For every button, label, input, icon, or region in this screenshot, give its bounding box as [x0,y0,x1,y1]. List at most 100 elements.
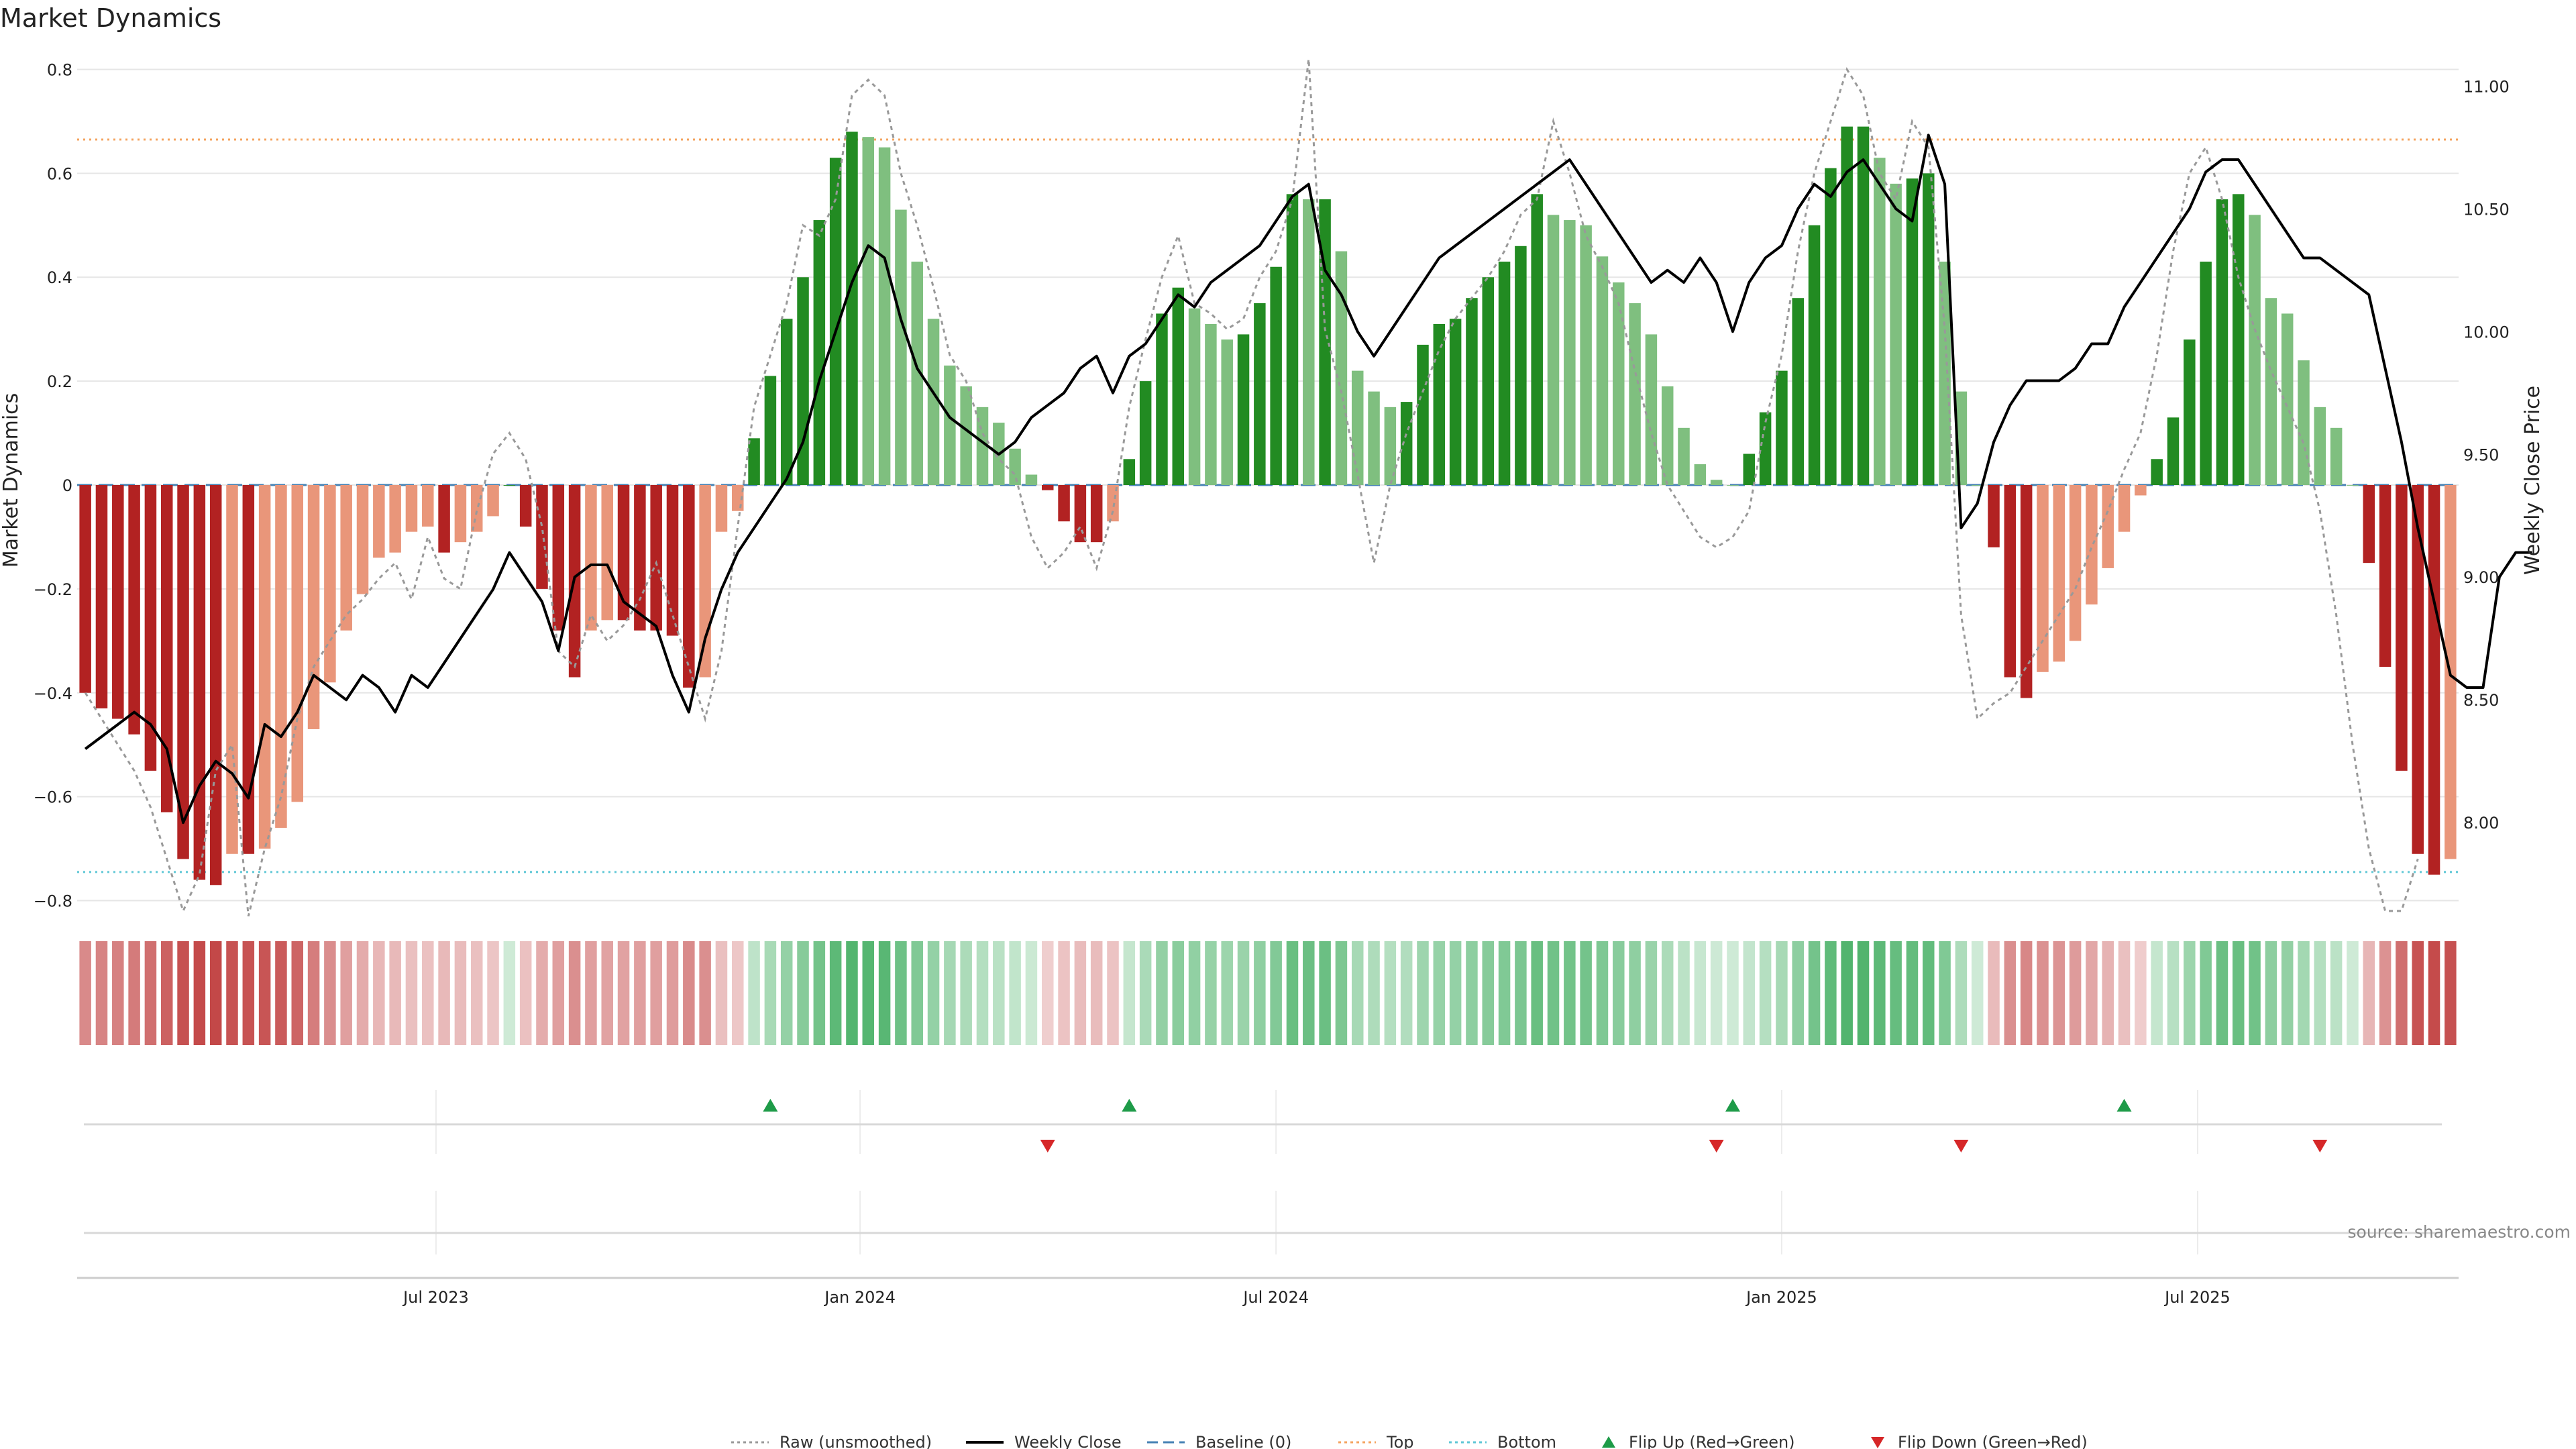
x-tick-label: Jul 2023 [402,1288,469,1307]
dynamics-bar [2086,485,2098,605]
heat-cell [829,941,842,1045]
dynamics-bar [1041,485,1054,490]
reference-lines [77,138,2459,873]
heat-cell [2167,941,2180,1045]
dynamics-bar [1139,381,1152,485]
raw-line [84,58,2419,917]
y-tick-label: 0 [62,476,72,495]
heat-cell [1580,941,1592,1045]
heat-cell [389,941,401,1045]
heat-cell [128,941,140,1045]
dynamics-bar [1743,453,1756,485]
dynamics-bar [960,386,972,485]
heat-cell [226,941,238,1045]
dynamics-bar [617,485,630,621]
heat-cell [1564,941,1576,1045]
heat-cell [1874,941,1886,1045]
dynamics-bar [324,485,336,683]
flip-up-marker [1725,1099,1740,1112]
dynamics-bar [1074,485,1087,543]
heat-cell [1808,941,1821,1045]
heat-cell [1090,941,1103,1045]
legend-label: Baseline (0) [1195,1433,1291,1449]
dynamics-bar [1808,225,1821,485]
dynamics-bar [2379,485,2392,667]
heat-cell [2232,941,2245,1045]
dynamics-bar [160,485,173,812]
flip-down-marker [2312,1140,2328,1152]
heat-cell [634,941,646,1045]
heat-cell [1449,941,1462,1045]
dynamics-bar [699,485,711,678]
heat-cell [275,941,287,1045]
dynamics-bar [878,147,891,485]
dynamics-bar [1319,199,1331,485]
heat-cell [1825,941,1837,1045]
heat-cell [1319,941,1331,1045]
heat-cell [748,941,760,1045]
heat-cell [1303,941,1315,1045]
dynamics-bar [1090,485,1103,543]
dynamics-bar [144,485,157,771]
heat-cell [1107,941,1119,1045]
heat-cell [1661,941,1674,1045]
series-lines [84,58,2532,917]
heat-cell [2151,941,2163,1045]
weekly-close-line [84,133,2532,824]
heat-cell [1123,941,1136,1045]
heat-cell [2004,941,2017,1045]
heat-cell [1776,941,1788,1045]
heat-cell [258,941,271,1045]
heat-cell [373,941,385,1045]
heat-cell [1906,941,1919,1045]
heat-cell [1792,941,1804,1045]
heat-cell [177,941,189,1045]
dynamics-bar [895,209,907,485]
dynamics-bar [1351,370,1364,485]
heat-cell [1205,941,1217,1045]
dynamics-bar [242,485,255,854]
dynamics-bar [1939,262,1951,485]
heat-cell [927,941,940,1045]
dynamics-bar [1417,344,1429,485]
heat-cell [1955,941,1968,1045]
heat-cell [552,941,565,1045]
heat-cell [2265,941,2277,1045]
dynamics-bar [2396,485,2408,771]
dynamics-bar [748,438,760,485]
y2-tick-label: 10.00 [2463,323,2510,341]
dynamics-bar [2037,485,2049,672]
heat-cell [422,941,434,1045]
dynamics-bar [373,485,385,558]
y-tick-label: 0.6 [47,164,72,183]
heat-cell [846,941,858,1045]
dynamics-bar [1449,319,1462,485]
dynamics-bar [829,158,842,485]
dynamics-bar [454,485,467,543]
dynamics-bar [1368,391,1380,485]
dynamics-bar [1645,334,1658,485]
heat-cell [2314,941,2326,1045]
heat-cell [1433,941,1446,1045]
dynamics-bar [911,262,923,485]
heat-cell [1547,941,1560,1045]
heat-cell [1172,941,1185,1045]
dynamics-bar [764,376,777,485]
dynamics-bar [585,485,597,631]
dynamics-bar [2363,485,2375,564]
heat-cell [2298,941,2310,1045]
y-axis-label: Market Dynamics [0,393,23,568]
heat-cell [356,941,369,1045]
dynamics-bar [1971,485,1984,486]
dynamics-bar [1596,256,1609,485]
dynamics-bar [1466,298,1478,485]
dynamics-bar [356,485,369,594]
heat-cell [193,941,206,1045]
dynamics-bar [1515,246,1527,485]
dynamics-bar [1792,298,1804,485]
dynamics-bar [1156,313,1168,485]
dynamics-bar [275,485,287,828]
heat-cell [813,941,826,1045]
heat-cell [1710,941,1723,1045]
y-tick-label: −0.4 [34,684,72,703]
